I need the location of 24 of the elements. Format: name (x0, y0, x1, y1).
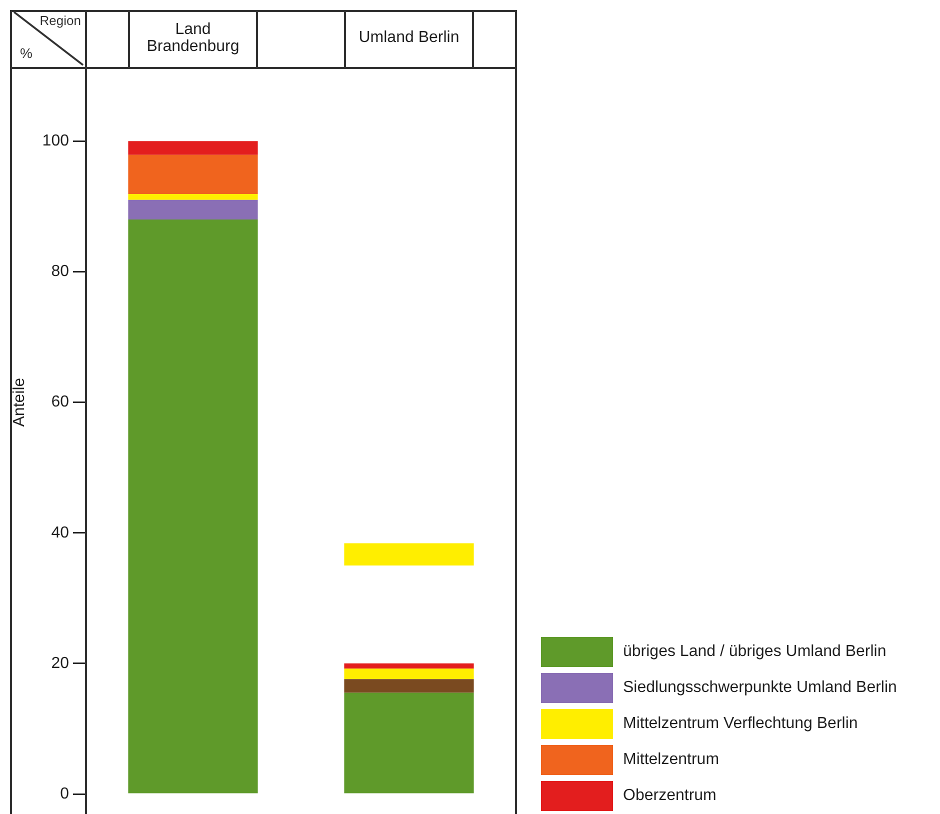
y-tick-label: 0 (60, 786, 70, 803)
legend-label: Mittelzentrum Verflechtung Berlin (623, 715, 858, 733)
y-tick-label: 100 (42, 132, 70, 150)
bar (128, 200, 258, 220)
bar (344, 680, 474, 694)
x-tick-label: Land Brandenburg (128, 10, 258, 67)
y-tick-label: 40 (51, 524, 70, 542)
y-tick-label: 60 (51, 394, 70, 412)
bar (344, 693, 474, 794)
bar (344, 544, 474, 566)
legend-label: übriges Land / übriges Umland Berlin (623, 643, 886, 661)
bar (128, 194, 258, 200)
legend-label: Mittelzentrum (623, 751, 720, 769)
bar (128, 220, 258, 794)
y-tick-label: 80 (51, 264, 70, 281)
y-axis-title: Anteile (11, 378, 28, 428)
legend-label: Oberzentrum (623, 787, 716, 805)
bar (344, 669, 474, 680)
legend-label: Siedlungsschwerpunkte Umland Berlin (623, 679, 897, 697)
bar (128, 142, 258, 156)
bar (128, 155, 258, 194)
x-tick-label: Umland Berlin (344, 10, 474, 67)
y-tick-label: 20 (51, 655, 70, 672)
bar (344, 664, 474, 670)
